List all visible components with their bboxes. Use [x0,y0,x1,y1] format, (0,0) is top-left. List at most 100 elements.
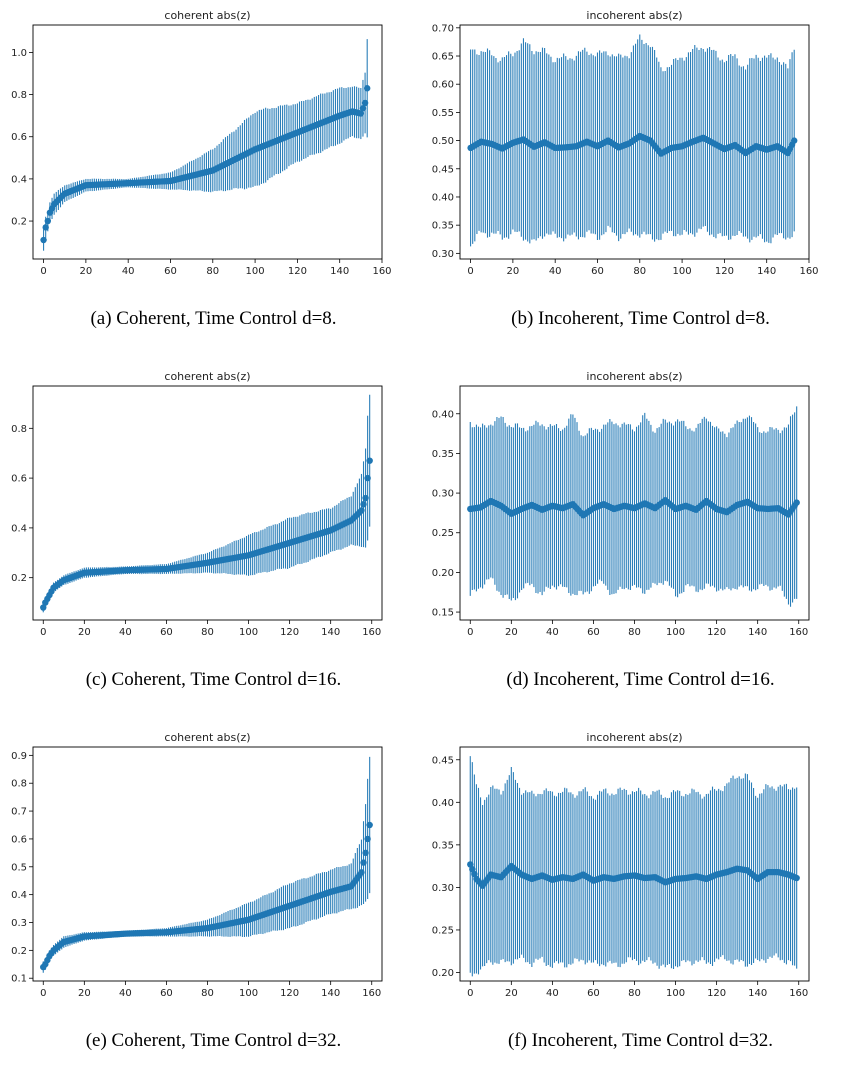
y-tick-label: 0.4 [11,523,27,534]
data-point [362,494,369,502]
x-tick-label: 100 [666,627,685,638]
chart-panel-f: incoherent abs(z) 0 20 40 60 80 100 120 140 160 0.… [427,722,854,1083]
x-tick-label: 40 [119,988,132,999]
x-tick-label: 160 [362,627,381,638]
data-point [40,236,47,244]
data-point [362,849,369,857]
chart-panel-d: incoherent abs(z) 0 20 40 60 80 100 120 140 160 0.… [427,361,854,722]
x-tick-label: 140 [748,988,767,999]
y-tick-label: 0.4 [11,174,27,185]
x-tick-label: 20 [507,266,520,277]
figure-caption: (e) Coherent, Time Control d=32. [85,1030,342,1051]
error-bars-group [42,756,371,973]
x-tick-label: 40 [119,627,132,638]
data-point [361,99,369,107]
y-tick-label: 0.2 [11,217,27,228]
x-tick-label: 60 [160,988,173,999]
x-tick-label: 60 [164,266,177,277]
x-tick-label: 120 [707,627,726,638]
chart-title: incoherent abs(z) [586,370,682,383]
error-bars-group [43,39,368,251]
data-point [360,859,367,866]
data-point [360,501,367,508]
chart-svg: incoherent abs(z) 0 20 40 60 80 100 120 140 160 0.… [432,9,819,277]
chart-svg: coherent abs(z) 0 20 40 60 80 100 120 140 160 0.1 0… [11,731,383,999]
y-tick-label: 0.20 [432,568,454,579]
chart-svg: coherent abs(z) 0 20 40 60 80 100 120 140 160 0.2 0… [11,9,391,277]
chart-svg: incoherent abs(z) 0 20 40 60 80 100 120 140 160 0.… [432,731,810,999]
data-point [357,110,365,117]
y-tick-label: 0.5 [11,862,27,873]
data-point [366,821,373,829]
y-tick-label: 0.8 [11,90,27,101]
y-tick-label: 0.4 [11,890,27,901]
figure-caption: (a) Coherent, Time Control d=8. [90,308,337,329]
y-tick-label: 0.25 [432,925,454,936]
x-tick-label: 160 [789,627,808,638]
data-point [363,85,371,92]
y-tick-label: 0.2 [11,946,27,957]
x-tick-label: 60 [587,627,600,638]
figure-caption: (d) Incoherent, Time Control d=16. [506,669,775,690]
x-tick-label: 40 [546,988,559,999]
x-tick-label: 0 [40,627,46,638]
axes-frame [32,24,383,260]
x-tick-label: 80 [628,988,641,999]
x-tick-label: 120 [288,266,307,277]
x-tick-label: 40 [546,627,559,638]
y-tick-label: 0.6 [11,474,27,485]
x-tick-label: 160 [372,266,391,277]
x-tick-label: 80 [633,266,646,277]
x-tick-label: 80 [201,988,214,999]
x-tick-label: 0 [467,627,473,638]
x-tick-label: 20 [505,988,518,999]
x-tick-label: 140 [757,266,776,277]
axes-frame [459,24,810,260]
markers-group [467,132,798,157]
chart-title: coherent abs(z) [164,370,250,383]
data-point [471,870,478,878]
y-tick-label: 0.3 [11,918,27,929]
y-tick-label: 0.45 [432,164,454,175]
x-tick-label: 60 [591,266,604,277]
chart-panel-a: coherent abs(z) 0 20 40 60 80 100 120 140 160 0.2 0… [0,0,427,361]
data-point [793,499,800,506]
x-tick-label: 100 [666,988,685,999]
x-tick-label: 0 [467,988,473,999]
y-tick-label: 0.60 [432,80,454,91]
y-tick-label: 1.0 [11,48,27,59]
data-point [44,217,52,225]
y-tick-label: 0.1 [11,974,27,985]
data-point [358,869,365,876]
x-tick-label: 80 [628,627,641,638]
x-tick-label: 160 [799,266,818,277]
data-point [40,604,47,611]
y-tick-label: 0.30 [432,249,454,260]
y-tick-label: 0.70 [432,23,454,34]
y-tick-label: 0.30 [432,489,454,500]
x-tick-label: 20 [80,266,93,277]
x-tick-label: 0 [40,266,46,277]
x-tick-label: 160 [362,988,381,999]
x-tick-label: 160 [789,988,808,999]
y-tick-label: 0.35 [432,449,454,460]
error-bars-group [469,756,798,977]
x-tick-label: 0 [40,988,46,999]
x-tick-label: 120 [715,266,734,277]
chart-title: incoherent abs(z) [586,9,682,22]
data-point [364,835,371,843]
error-bars-group [42,394,371,613]
y-tick-label: 0.9 [11,751,27,762]
figure-caption: (f) Incoherent, Time Control d=32. [507,1030,774,1051]
data-point [469,866,476,873]
x-tick-label: 60 [587,988,600,999]
x-tick-label: 120 [280,988,299,999]
markers-group [467,861,800,889]
x-tick-label: 60 [160,627,173,638]
x-tick-label: 140 [748,627,767,638]
y-tick-label: 0.35 [432,221,454,232]
x-tick-label: 120 [707,988,726,999]
axes-frame [32,746,383,982]
x-tick-label: 20 [78,627,91,638]
x-tick-label: 80 [201,627,214,638]
